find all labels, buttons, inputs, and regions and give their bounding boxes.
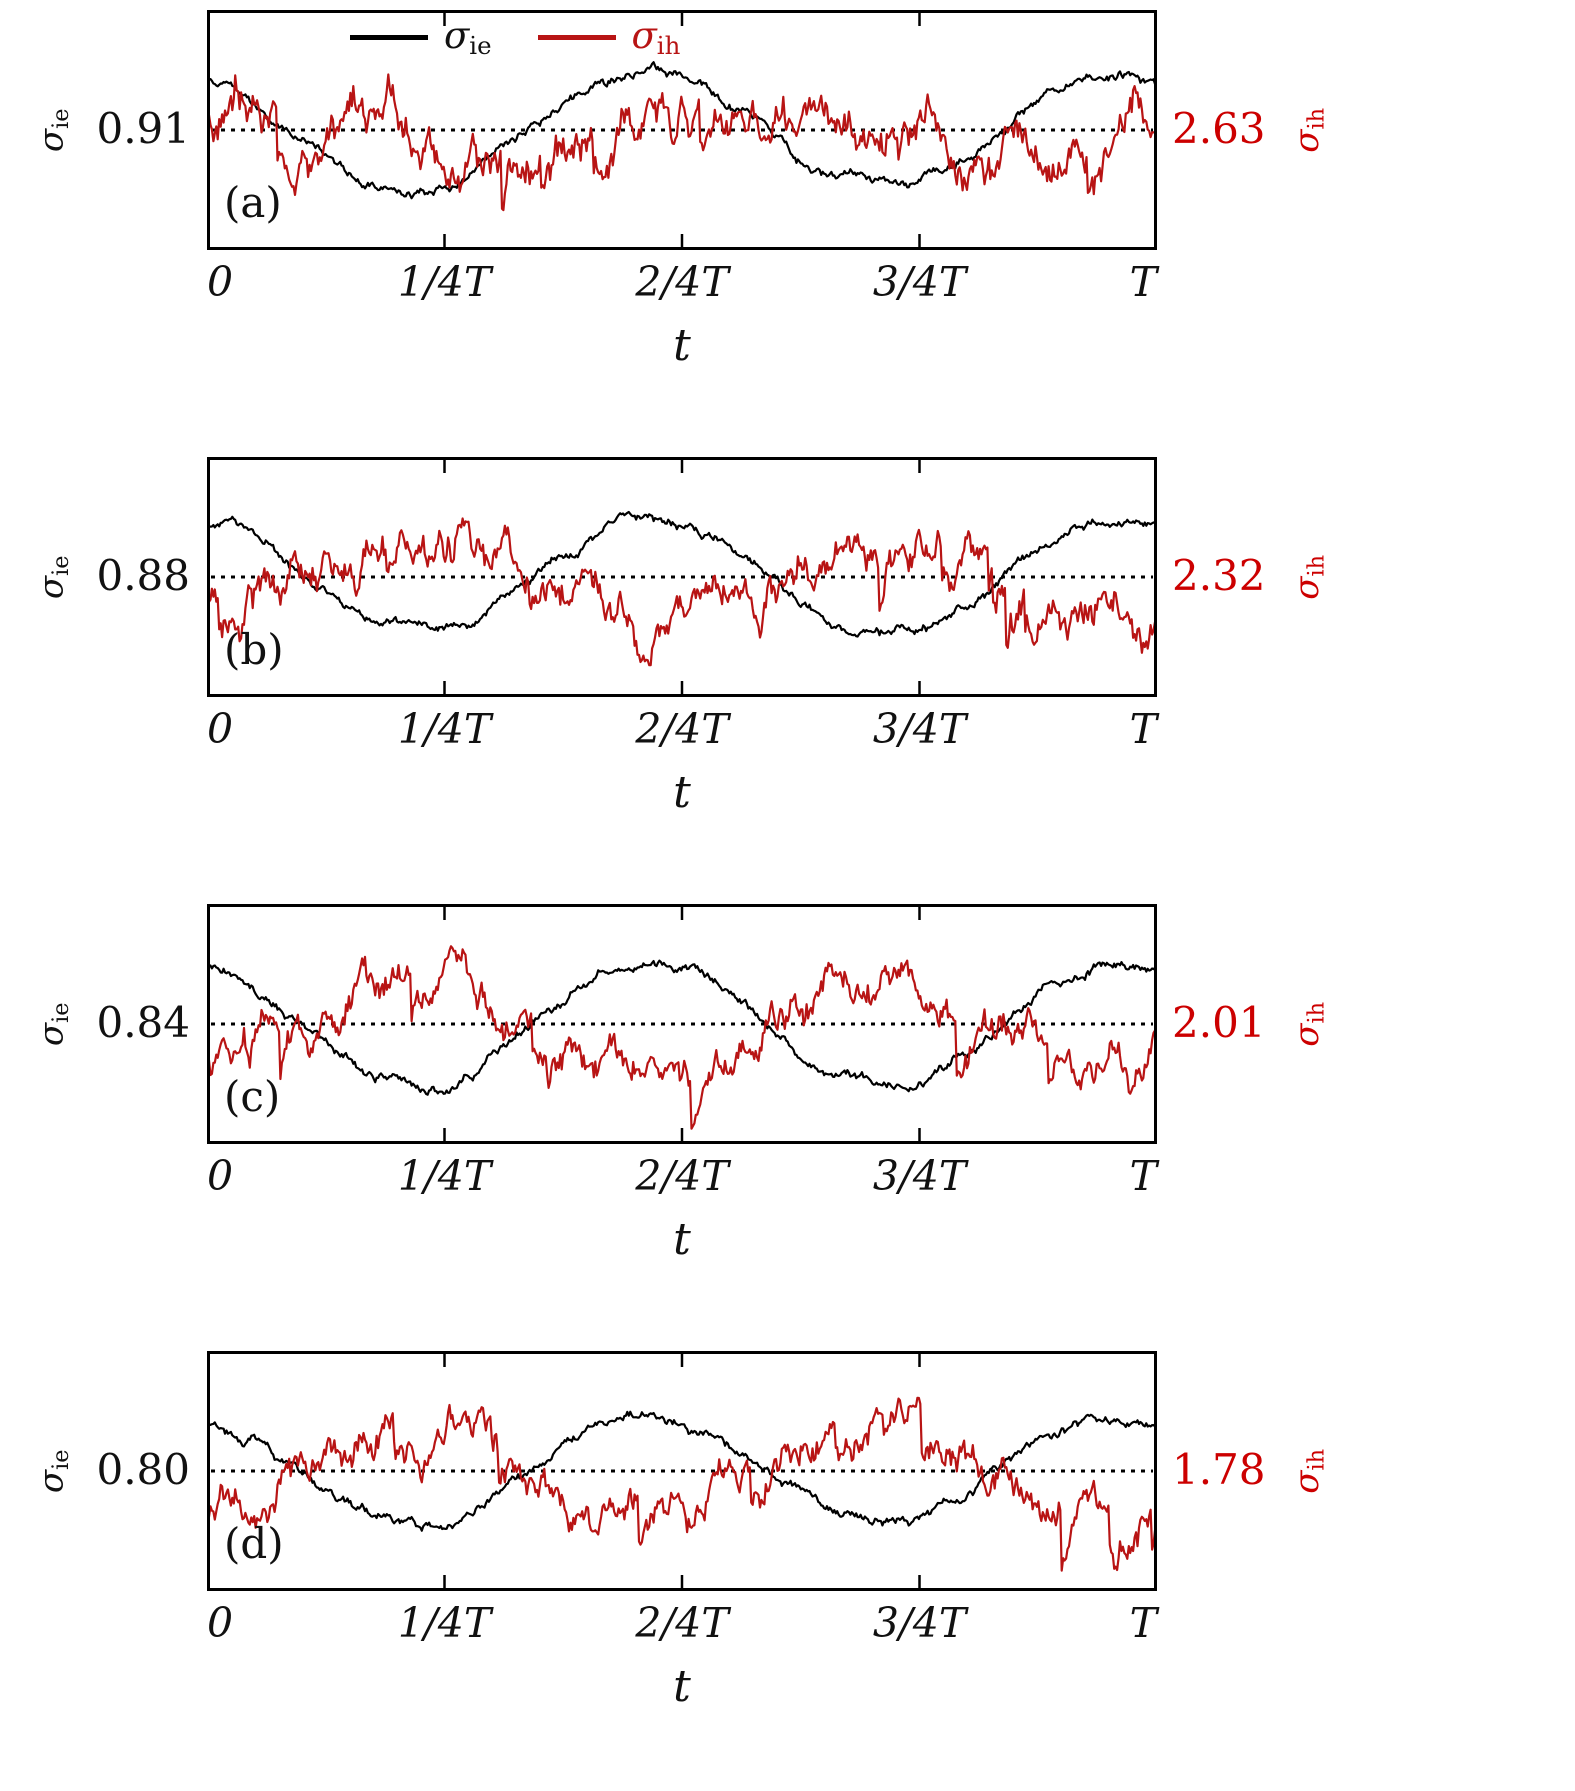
x-axis-label: t — [673, 1214, 691, 1265]
plot-area — [207, 457, 1157, 697]
x-axis-label: t — [673, 320, 691, 371]
right-axis-label: σih — [1286, 107, 1330, 153]
x-tick: T — [1129, 1599, 1157, 1647]
x-axis-ticks: 0 1/4T 2/4T 3/4T T — [207, 705, 1157, 755]
left-axis-value: 0.80 — [96, 1445, 190, 1494]
x-tick: 3/4T — [872, 705, 967, 753]
plot-box — [207, 1351, 1157, 1591]
x-tick: 2/4T — [635, 1599, 729, 1647]
x-axis-ticks: 0 1/4T 2/4T 3/4T T — [207, 258, 1157, 308]
x-tick: 1/4T — [397, 705, 492, 753]
x-axis-label: t — [673, 1661, 691, 1712]
panel-label: (c) — [224, 1072, 281, 1121]
plot-box — [207, 904, 1157, 1144]
x-axis-label: t — [673, 767, 691, 818]
x-tick: 2/4T — [635, 1152, 729, 1200]
panel-label: (d) — [224, 1519, 284, 1568]
x-tick: 3/4T — [872, 1152, 967, 1200]
left-axis-value: 0.84 — [96, 998, 190, 1047]
right-axis-value: 2.32 — [1172, 551, 1266, 600]
left-axis-value: 0.88 — [96, 551, 190, 600]
x-tick: 2/4T — [635, 705, 729, 753]
legend: σie σih — [350, 14, 680, 60]
x-tick: 3/4T — [872, 1599, 967, 1647]
panel-d: σie 0.80 (d) 0 1/4T 2/4T 3/4T T t 1.78 σ… — [0, 1341, 1575, 1788]
right-axis-label: σih — [1286, 1001, 1330, 1047]
panel-b: σie 0.88 (b) 0 1/4T 2/4T 3/4T T t 2.32 σ… — [0, 447, 1575, 894]
x-tick: T — [1129, 705, 1157, 753]
x-tick: 0 — [207, 705, 234, 753]
x-tick: 0 — [207, 258, 234, 306]
legend-item-sigma-ie: σie — [350, 14, 492, 60]
panel-label: (b) — [224, 625, 284, 674]
legend-label: σie — [444, 14, 492, 61]
panel-label: (a) — [224, 178, 282, 227]
left-axis-value: 0.91 — [96, 104, 190, 153]
x-tick: 3/4T — [872, 258, 967, 306]
right-axis-label: σih — [1286, 1448, 1330, 1494]
legend-item-sigma-ih: σih — [537, 14, 681, 61]
black-line-swatch — [350, 34, 428, 40]
plot-area — [207, 904, 1157, 1144]
x-tick: T — [1129, 258, 1157, 306]
x-axis-ticks: 0 1/4T 2/4T 3/4T T — [207, 1152, 1157, 1202]
x-tick: 1/4T — [397, 1152, 492, 1200]
plot-area — [207, 1351, 1157, 1591]
plot-area — [207, 10, 1157, 250]
legend-label: σih — [631, 14, 681, 61]
x-tick: 1/4T — [397, 1599, 492, 1647]
x-tick: 0 — [207, 1599, 234, 1647]
plot-box — [207, 457, 1157, 697]
x-tick: 1/4T — [397, 258, 492, 306]
right-axis-value: 2.01 — [1172, 998, 1266, 1047]
right-axis-label: σih — [1286, 554, 1330, 600]
right-axis-value: 2.63 — [1172, 104, 1266, 153]
x-tick: T — [1129, 1152, 1157, 1200]
x-axis-ticks: 0 1/4T 2/4T 3/4T T — [207, 1599, 1157, 1649]
panel-c: σie 0.84 (c) 0 1/4T 2/4T 3/4T T t 2.01 σ… — [0, 894, 1575, 1341]
right-axis-value: 1.78 — [1172, 1445, 1266, 1494]
red-line-swatch — [537, 34, 616, 40]
panel-a: σie 0.91 σie σih (a) 0 1/4T 2/4T 3/4T T … — [0, 0, 1575, 447]
x-tick: 2/4T — [635, 258, 729, 306]
x-tick: 0 — [207, 1152, 234, 1200]
plot-box — [207, 10, 1157, 250]
